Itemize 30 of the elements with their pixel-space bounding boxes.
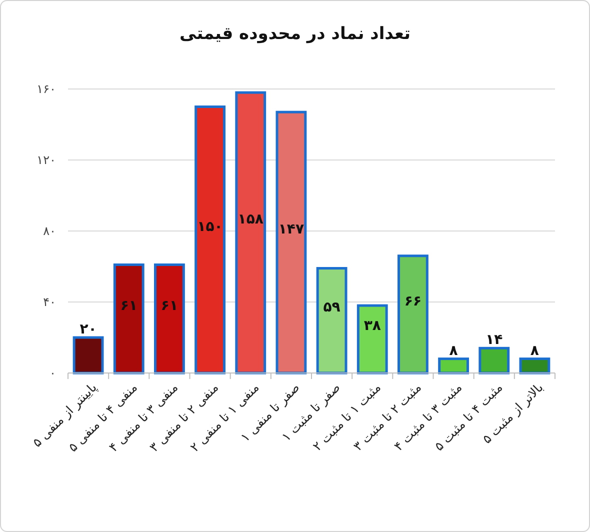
data-label: ۱۴ [486,332,504,348]
data-label: ۱۵۰ [197,218,223,235]
bar [154,263,185,374]
bar [276,110,307,374]
y-tick-label: ۴۰ [43,294,56,309]
bar [316,267,348,374]
bar [113,263,144,374]
data-label: ۶۶ [404,293,422,310]
data-label: ۶۱ [160,298,178,314]
data-label: ۸ [530,342,540,359]
data-label: ۸ [449,342,458,359]
bar [519,358,550,374]
bar [398,254,428,374]
bar [235,91,266,374]
chart-title: تعداد نماد در محدوده قیمتی [180,24,410,44]
data-label: ۱۴۷ [278,221,304,238]
data-label: ۵۹ [323,300,341,316]
y-tick-label: ۱۲۰ [36,152,56,167]
bar [478,346,510,374]
bar [194,106,226,374]
data-label: ۶۱ [120,298,138,314]
y-tick-label: ۱۶۰ [36,82,56,96]
y-tick-label: ۰ [50,366,56,380]
bar [356,304,388,374]
y-tick-label: ۸۰ [43,224,56,238]
bar [72,336,104,374]
data-label: ۲۰ [80,322,97,338]
data-label: ۱۵۸ [238,212,264,228]
bar [438,358,469,374]
data-label: ۳۸ [364,318,382,334]
